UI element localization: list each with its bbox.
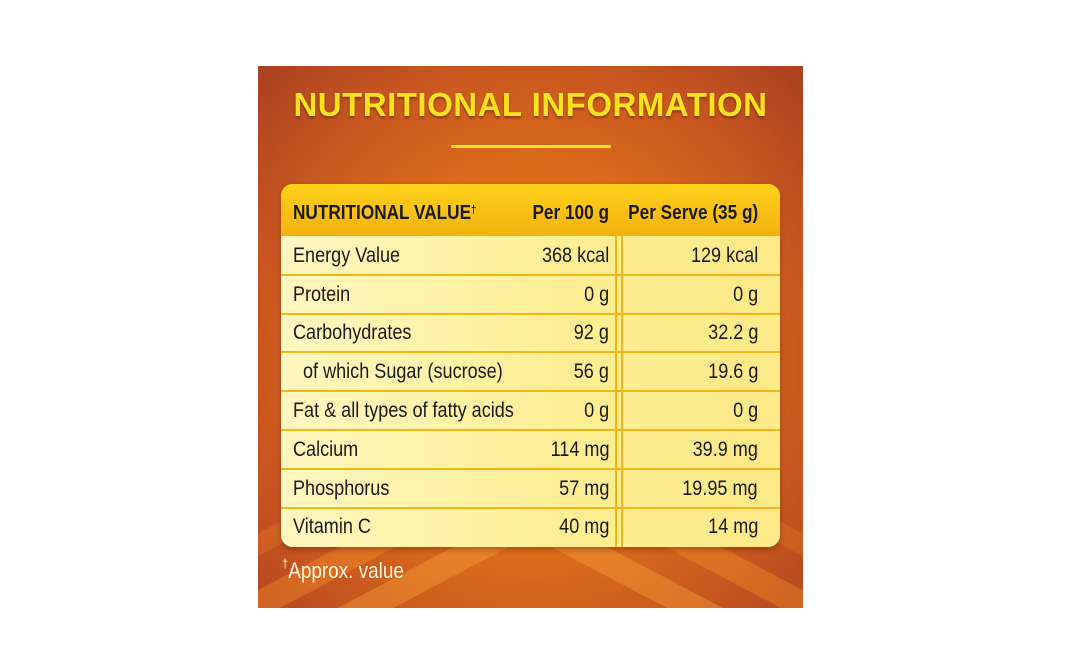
value-per-100g: 57 mg [558,477,609,500]
value-per-100g: 40 mg [558,515,609,538]
value-per-serve: 14 mg [707,515,758,538]
value-per-100g: 92 g [573,321,609,344]
value-per-100g: 114 mg [550,438,609,461]
page-title: NUTRITIONAL INFORMATION [293,86,768,123]
header-per-100g: Per 100 g [532,202,609,224]
row-divider [281,390,780,392]
nutrient-name: Phosphorus [293,477,390,500]
nutrition-panel: NUTRITIONAL INFORMATION NUTRITIONAL VALU… [258,66,803,608]
value-per-100g: 0 g [583,399,609,422]
value-per-serve: 19.95 mg [682,477,758,500]
nutrient-name: Fat & all types of fatty acids [293,399,514,422]
nutrient-name: Energy Value [293,244,401,267]
value-per-serve: 0 g [732,399,758,422]
row-divider [281,468,780,470]
value-per-serve: 32.2 g [707,321,758,344]
value-per-serve: 39.9 mg [692,438,758,461]
footnote: †Approx. value [282,556,404,583]
value-per-serve: 19.6 g [707,360,758,383]
value-per-serve: 0 g [732,283,758,306]
title-underline [451,145,611,148]
value-per-serve: 129 kcal [690,244,758,267]
table-header: NUTRITIONAL VALUE† Per 100 g Per Serve (… [281,184,780,236]
nutrition-table: NUTRITIONAL VALUE† Per 100 g Per Serve (… [281,184,780,547]
value-per-100g: 368 kcal [541,244,609,267]
row-divider [281,507,780,509]
header-nutritional-value: NUTRITIONAL VALUE† [293,202,477,224]
row-divider [281,313,780,315]
nutrient-name: Carbohydrates [293,321,412,344]
nutrient-name: Calcium [293,438,359,461]
dagger-mark: † [471,204,477,216]
row-divider [281,429,780,431]
value-per-100g: 0 g [583,283,609,306]
nutrient-name: of which Sugar (sucrose) [303,360,503,383]
row-divider [281,274,780,276]
header-per-serve: Per Serve (35 g) [627,202,758,224]
row-divider [281,351,780,353]
dagger-mark: † [282,556,289,571]
nutrient-name: Protein [293,283,351,306]
nutrient-name: Vitamin C [293,515,371,538]
value-per-100g: 56 g [573,360,609,383]
